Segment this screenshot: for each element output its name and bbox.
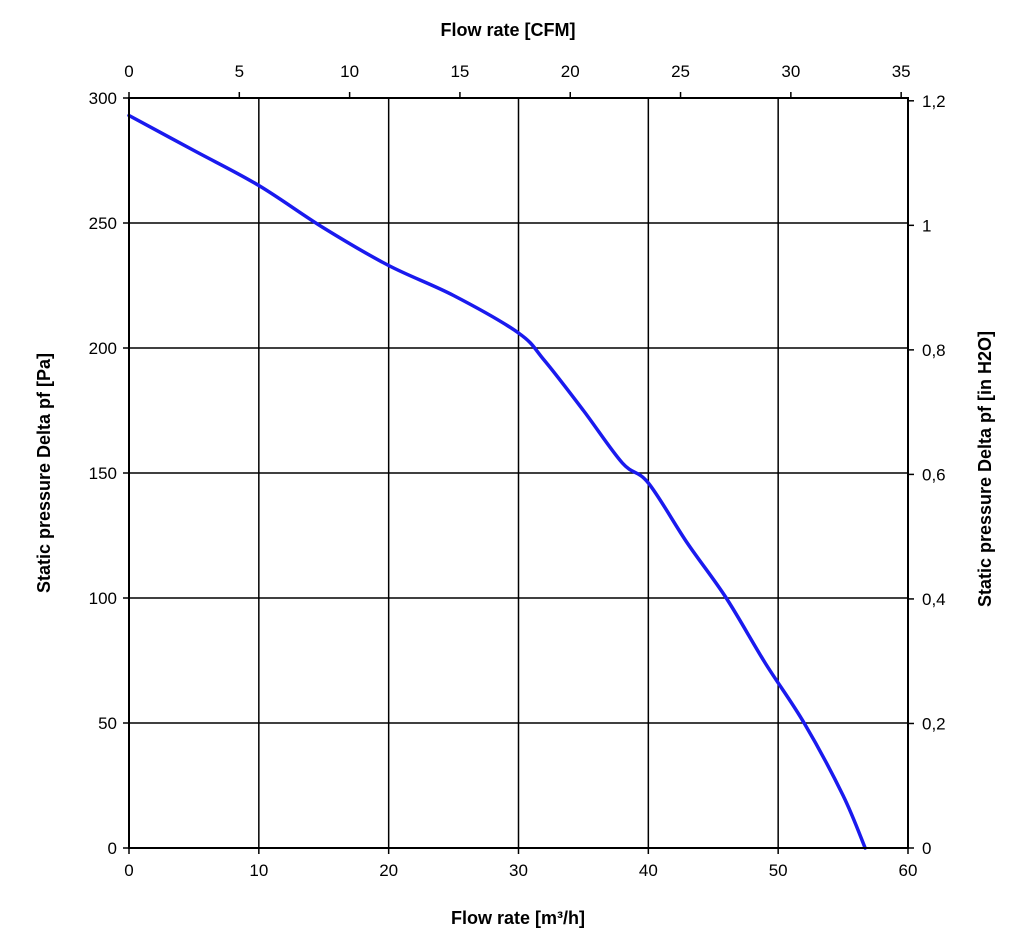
tick-label-bottom: 60 [899,861,918,880]
top-axis-title: Flow rate [CFM] [441,20,576,40]
tick-label-left: 100 [89,589,117,608]
tick-label-top: 10 [340,62,359,81]
tick-label-top: 5 [235,62,244,81]
tick-label-left: 250 [89,214,117,233]
tick-label-top: 0 [124,62,133,81]
tick-label-bottom: 40 [639,861,658,880]
series-line [127,113,867,850]
tick-label-right: 0,6 [922,465,946,484]
bottom-axis-title: Flow rate [m³/h] [451,908,585,928]
tick-label-top: 20 [561,62,580,81]
tick-label-bottom: 10 [249,861,268,880]
tick-label-top: 35 [892,62,911,81]
tick-label-bottom: 50 [769,861,788,880]
tick-label-left: 50 [98,714,117,733]
tick-layer: 0 10 20 30 40 50 600 5 10 15 20 25 30 350501001502002… [89,62,946,880]
tick-label-left: 200 [89,339,117,358]
tick-label-left: 0 [108,839,117,858]
tick-label-right: 0,4 [922,590,946,609]
tick-label-right: 0,8 [922,341,946,360]
tick-label-bottom: 30 [509,861,528,880]
series-layer [127,113,867,850]
tick-label-right: 1,2 [922,92,946,111]
tick-label-bottom: 0 [124,861,133,880]
grid-lines [128,97,909,849]
left-axis-title: Static pressure Delta pf [Pa] [34,353,54,593]
tick-label-top: 25 [671,62,690,81]
tick-label-left: 300 [89,89,117,108]
tick-label-right: 0 [922,839,931,858]
tick-label-bottom: 20 [379,861,398,880]
tick-label-right: 1 [922,216,931,235]
tick-label-left: 150 [89,464,117,483]
tick-label-right: 0,2 [922,714,946,733]
right-axis-title: Static pressure Delta pf [in H2O] [975,331,995,607]
tick-label-top: 30 [781,62,800,81]
tick-label-top: 15 [450,62,469,81]
